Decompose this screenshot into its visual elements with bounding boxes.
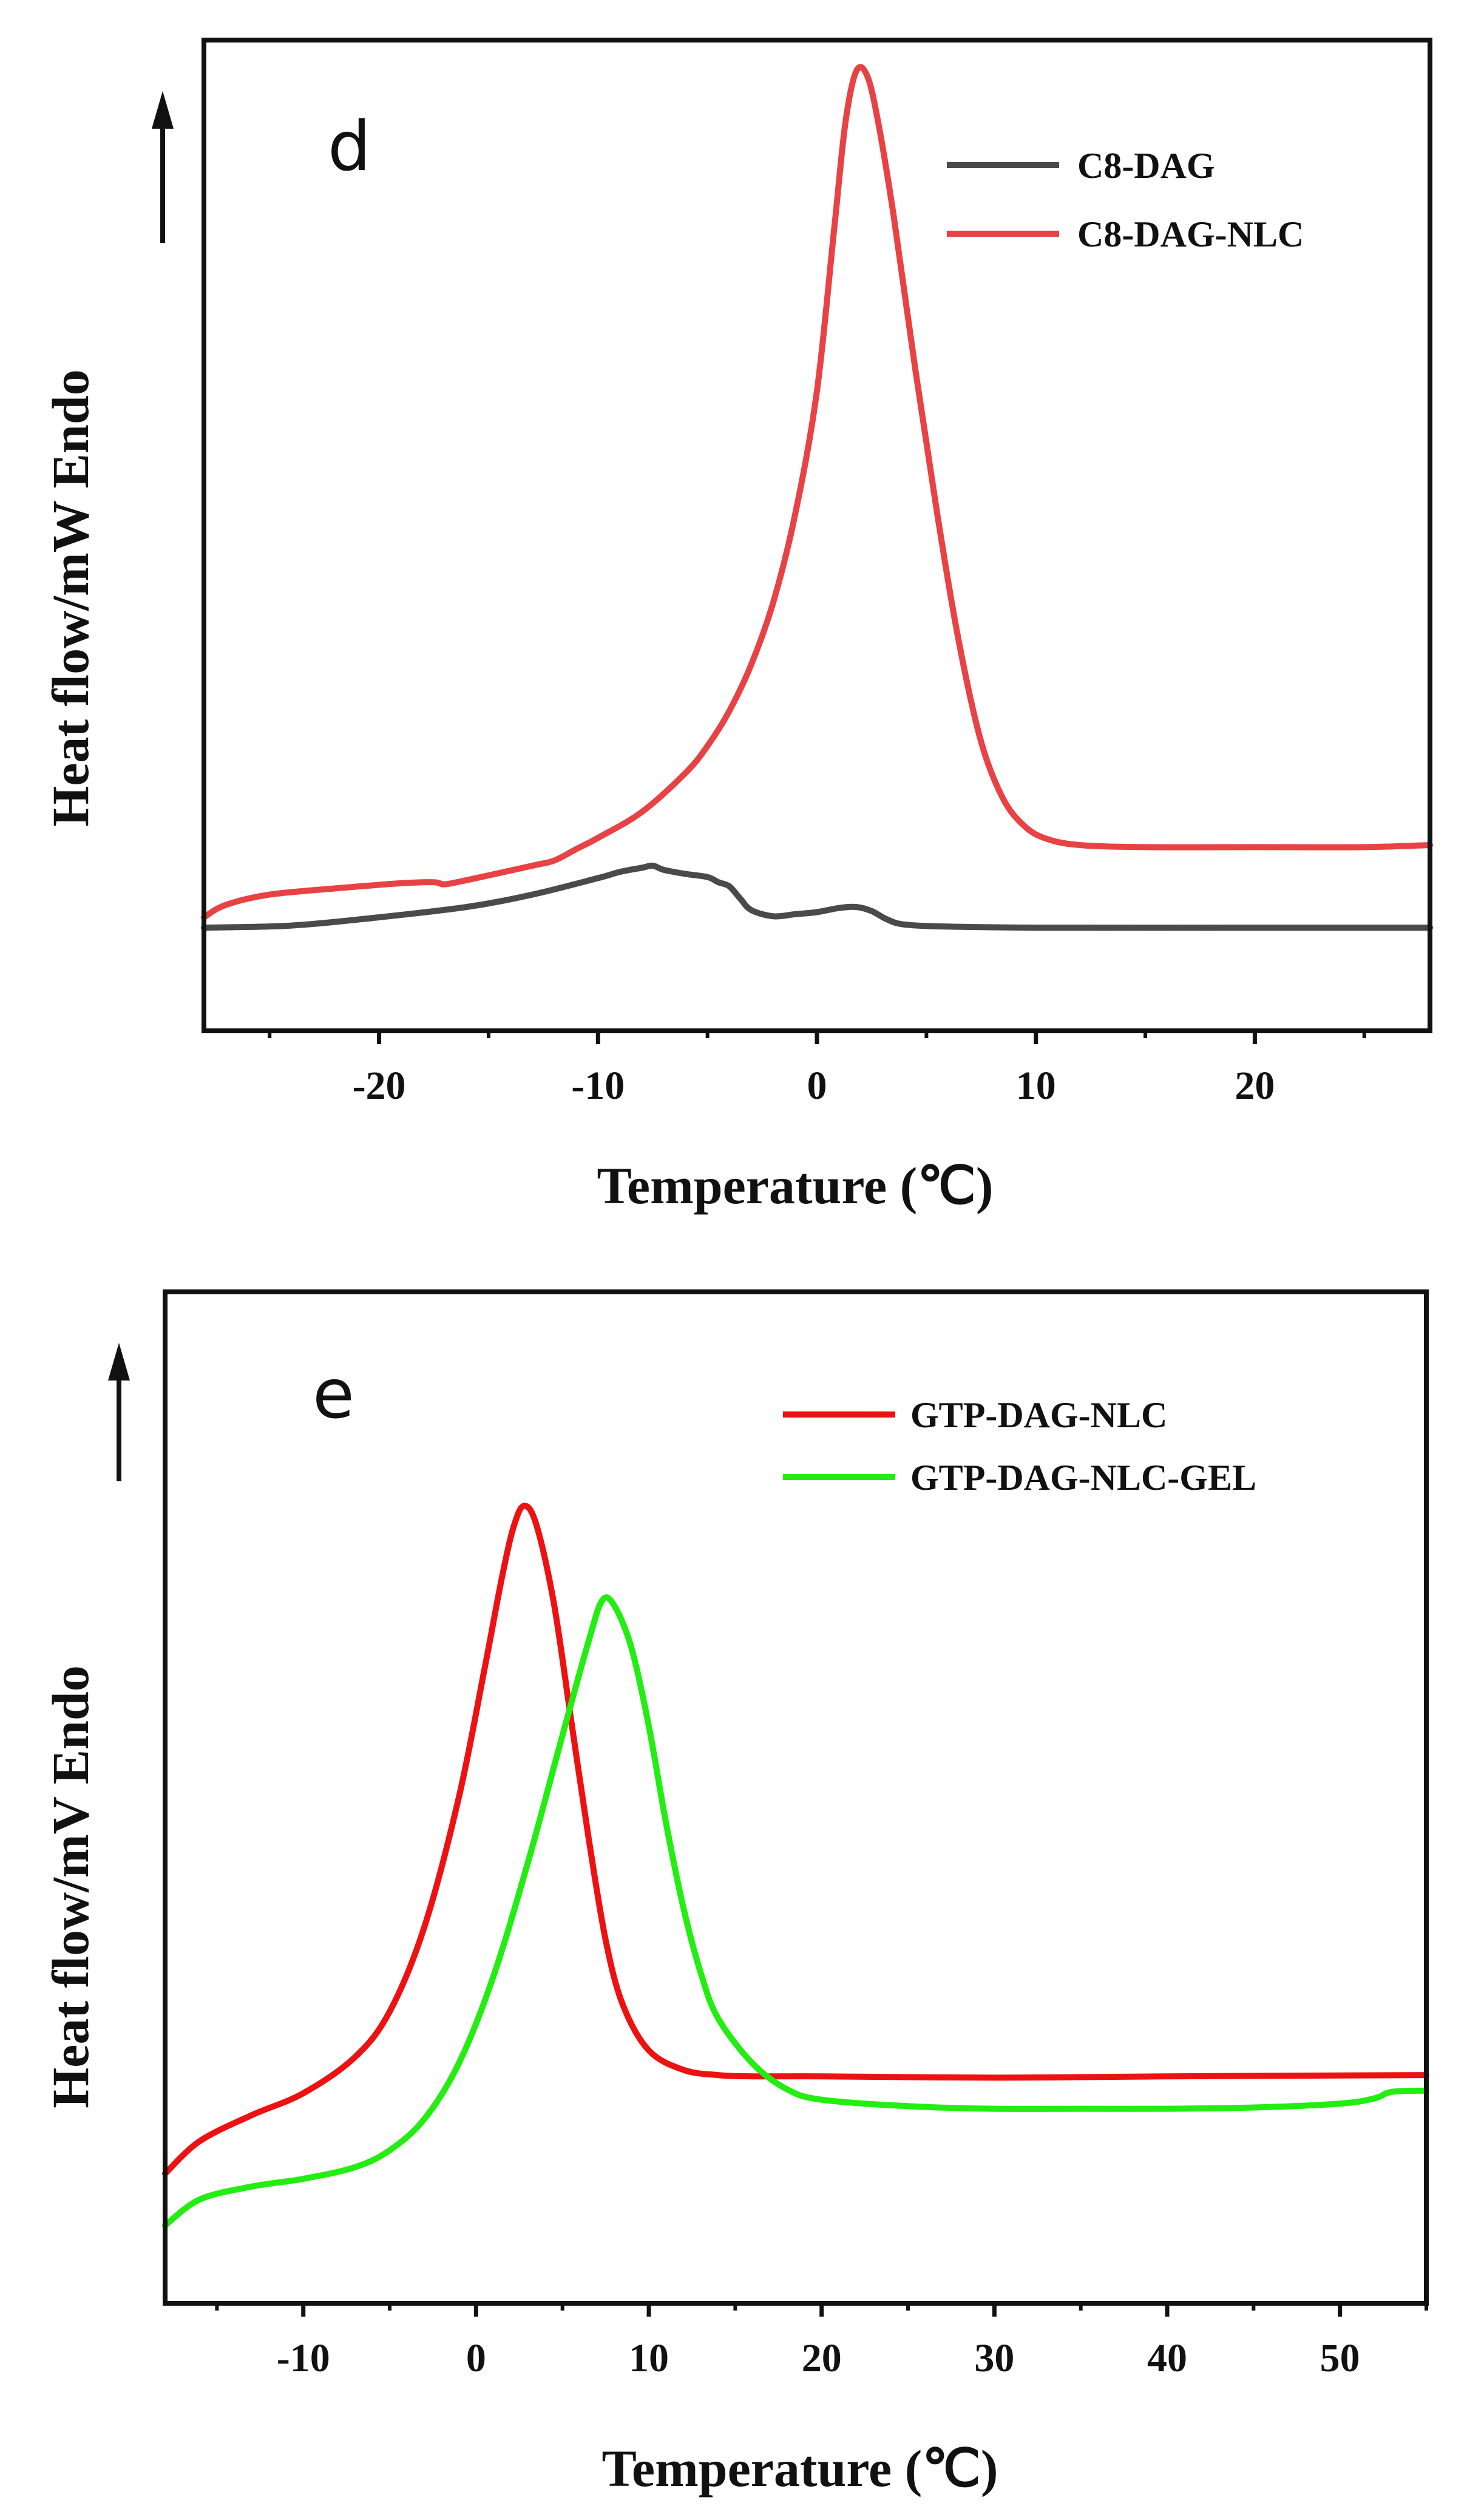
plot-frame [163, 1289, 1429, 2306]
y-axis-title: Heat flow/mW Endo [41, 369, 100, 826]
x-tick-label: 10 [1016, 1064, 1056, 1108]
legend-label-gtp-dag-nlc: GTP-DAG-NLC [910, 1395, 1167, 1435]
series-line-gtp-dag-nlc-gel [162, 1594, 1429, 2229]
x-tick-label: 0 [807, 1064, 827, 1108]
panel-label: d [328, 107, 371, 186]
x-tick-label: 20 [1235, 1064, 1275, 1108]
panel-label: e [313, 1355, 354, 1434]
legend: GTP-DAG-NLC GTP-DAG-NLC-GEL [783, 1395, 1256, 1498]
series-line-c8-dag-nlc [201, 64, 1433, 920]
legend: C8-DAG C8-DAG-NLC [947, 146, 1304, 254]
x-tick-label: -10 [571, 1064, 625, 1108]
x-tick-label: -20 [353, 1064, 406, 1108]
x-tick-label: 10 [629, 2336, 669, 2380]
x-tick-label: 0 [466, 2336, 486, 2380]
series-lines [201, 64, 1433, 931]
x-tick-labels: -20 -10 0 10 20 [353, 1064, 1275, 1108]
legend-label-gtp-dag-nlc-gel: GTP-DAG-NLC-GEL [910, 1458, 1256, 1498]
x-axis-title: Temperature (℃) [601, 2439, 998, 2498]
legend-label-c8-dag: C8-DAG [1077, 146, 1215, 186]
legend-label-c8-dag-nlc: C8-DAG-NLC [1077, 214, 1304, 254]
x-tick-labels: -10 0 10 20 30 40 50 [277, 2336, 1360, 2380]
plot-frame [202, 38, 1432, 1033]
endo-arrow-icon [108, 1343, 130, 1481]
x-tick-label: -10 [277, 2336, 330, 2380]
x-tick-label: 50 [1320, 2336, 1360, 2380]
x-tick-label: 40 [1147, 2336, 1187, 2380]
panel-d: Heat flow/mW Endo Temperature (℃) d -20-… [41, 38, 1433, 1215]
series-line-gtp-dag-nlc [162, 1503, 1429, 2177]
series-lines [162, 1503, 1429, 2229]
series-line-c8-dag [201, 862, 1433, 931]
endo-arrow-icon [152, 91, 174, 243]
y-axis-title: Heat flow/mV Endo [41, 1665, 100, 2108]
x-axis-title: Temperature (℃) [597, 1156, 993, 1215]
x-tick-label: 30 [974, 2336, 1014, 2380]
panel-e: Heat flow/mV Endo Temperature (℃) e -10 0… [41, 1289, 1429, 2498]
x-tick-label: 20 [802, 2336, 842, 2380]
